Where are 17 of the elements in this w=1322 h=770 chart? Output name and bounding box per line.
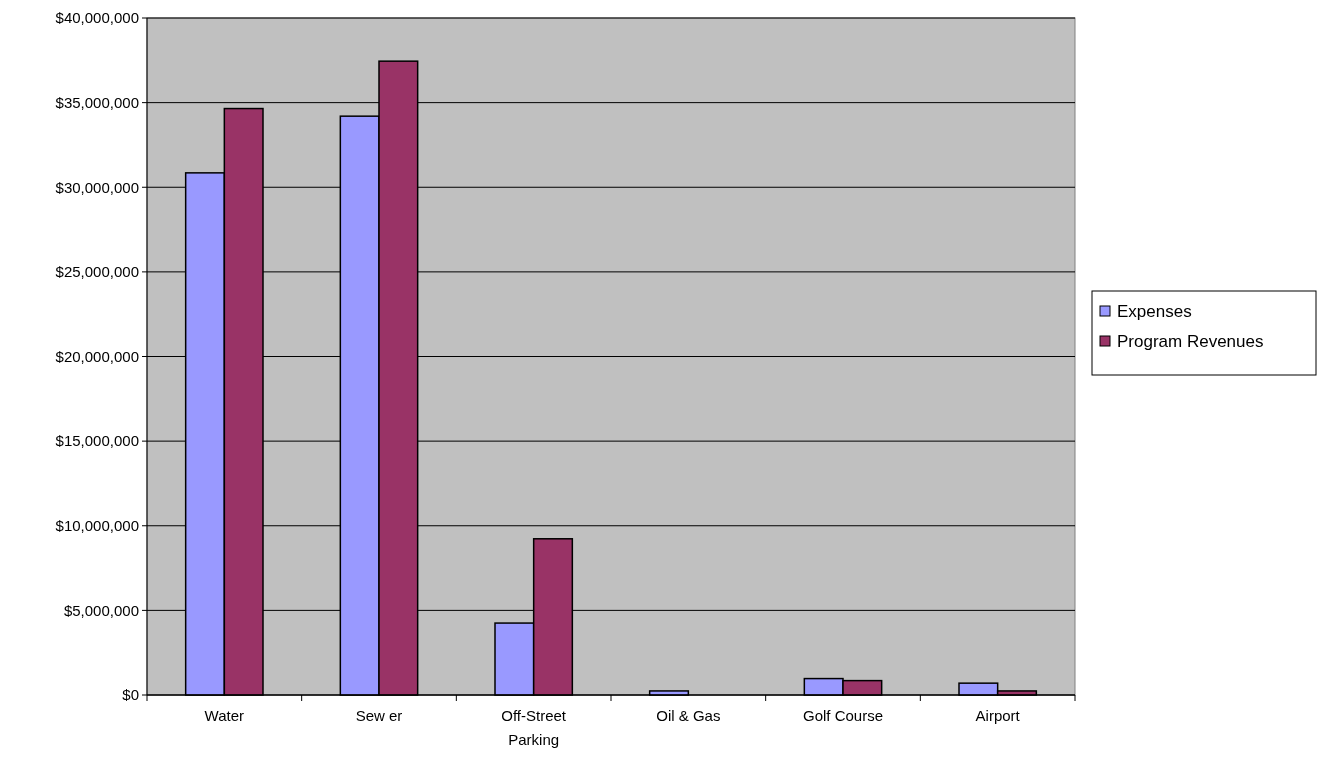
x-tick-label: Oil & Gas	[656, 707, 721, 724]
x-tick-label: Water	[204, 707, 245, 724]
legend-label: Program Revenues	[1117, 331, 1264, 351]
legend-label: Expenses	[1117, 301, 1192, 321]
x-tick-label: Airport	[975, 707, 1021, 724]
y-tick-label: $20,000,000	[55, 347, 139, 365]
y-tick-label: $0	[122, 686, 139, 704]
y-tick-label: $10,000,000	[55, 517, 139, 534]
y-tick-label: $30,000,000	[55, 178, 139, 196]
y-tick-label: $40,000,000	[55, 9, 139, 27]
y-tick-label: $35,000,000	[55, 93, 139, 111]
y-tick-label: $5,000,000	[63, 601, 139, 619]
y-tick-label: $25,000,000	[55, 263, 139, 281]
x-tick-label: Golf Course	[802, 707, 884, 724]
x-tick-label: Off-Street Parking	[501, 707, 567, 748]
x-tick-label: Sew er	[355, 707, 403, 724]
y-tick-label: $15,000,000	[55, 432, 139, 450]
